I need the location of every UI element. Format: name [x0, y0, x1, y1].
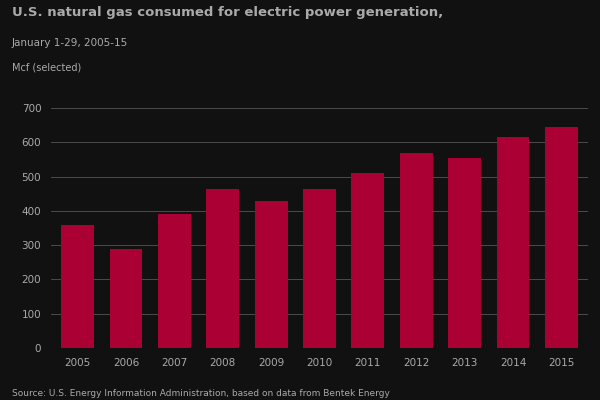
Bar: [158, 214, 191, 348]
Text: U.S. natural gas consumed for electric power generation,: U.S. natural gas consumed for electric p…: [12, 6, 443, 19]
Bar: [545, 127, 578, 348]
Text: Source: U.S. Energy Information Administration, based on data from Bentek Energy: Source: U.S. Energy Information Administ…: [12, 389, 390, 398]
Bar: [61, 224, 94, 348]
Bar: [206, 188, 239, 348]
Text: January 1-29, 2005-15: January 1-29, 2005-15: [12, 38, 128, 48]
Bar: [400, 152, 433, 348]
Bar: [497, 137, 529, 348]
Text: Mcf (selected): Mcf (selected): [12, 62, 81, 72]
Bar: [448, 158, 481, 348]
Bar: [254, 200, 287, 348]
Bar: [352, 173, 385, 348]
Bar: [110, 248, 142, 348]
Bar: [303, 188, 336, 348]
